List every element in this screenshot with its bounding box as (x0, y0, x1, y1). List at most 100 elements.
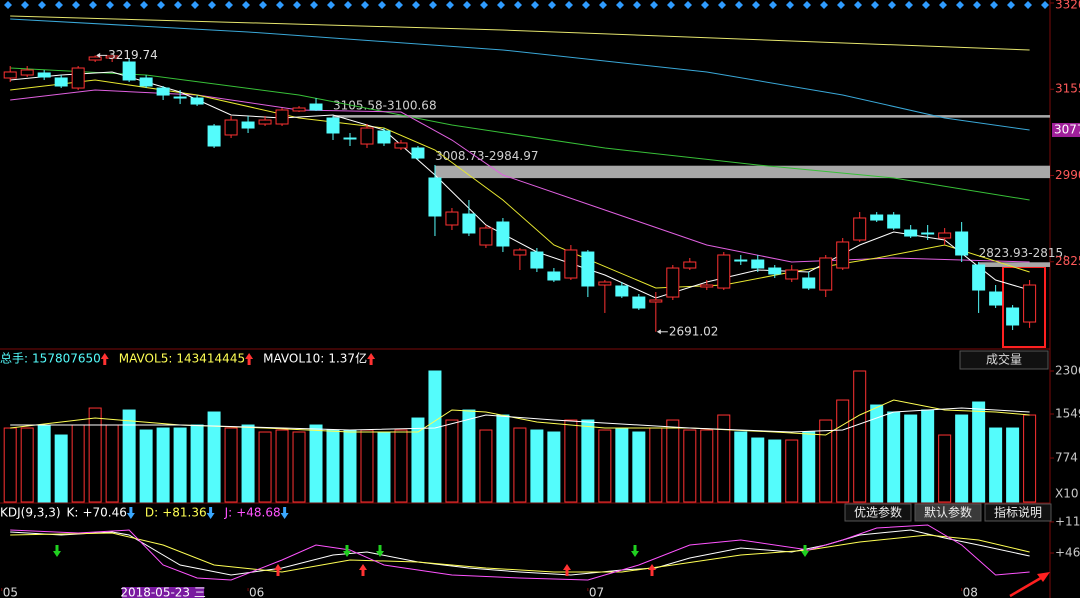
volume-bar (496, 414, 510, 503)
indicator-button[interactable] (914, 503, 982, 522)
volume-bar (904, 414, 918, 503)
top-marker (735, 1, 743, 9)
volume-bar (275, 429, 289, 503)
top-marker (412, 1, 420, 9)
candle-body (785, 269, 799, 280)
top-marker (208, 1, 216, 9)
volume-bar (292, 431, 306, 503)
volume-bar (122, 409, 136, 503)
highlight-box (1002, 266, 1046, 348)
candle-body (275, 109, 289, 125)
volume-bar (751, 437, 765, 503)
legend-value: +81.36 (162, 506, 206, 520)
top-marker (786, 1, 794, 9)
candle-body (683, 261, 697, 269)
volume-bar (564, 419, 578, 503)
candle-body (173, 96, 187, 99)
top-marker (89, 1, 97, 9)
down-arrow (631, 545, 639, 557)
top-marker (361, 1, 369, 9)
volume-bar (513, 427, 527, 503)
legend-label: J: (224, 506, 233, 520)
top-marker (769, 1, 777, 9)
top-marker (259, 1, 267, 9)
gap-label: 3008.73-2984.97 (435, 149, 539, 163)
candle-body (734, 259, 748, 262)
candle-body (428, 177, 442, 217)
candle-body (717, 254, 731, 289)
candle-body (989, 291, 1003, 306)
candle-body (462, 213, 476, 234)
top-marker (990, 1, 998, 9)
indicator-line (10, 524, 1030, 581)
top-marker (548, 1, 556, 9)
x-tick-label: 06 (249, 586, 264, 598)
volume-bar (54, 434, 68, 503)
indicator-line (10, 407, 1030, 433)
volume-bar (938, 434, 952, 503)
cursor-date: 2018-05-23 三 (120, 586, 206, 598)
indicator-line (10, 532, 1030, 573)
volume-bar (445, 419, 459, 503)
candle-body (700, 284, 714, 288)
candle-body (241, 121, 255, 129)
volume-bar (173, 427, 187, 503)
gap-band (434, 165, 1051, 179)
panel-button-label[interactable]: 成交量 (986, 352, 1022, 367)
candle-body (615, 285, 629, 297)
indicator-line (10, 79, 1030, 289)
volume-bar (734, 431, 748, 503)
volume-bar (666, 419, 680, 503)
gap-label: 3105.58-3100.68 (333, 99, 437, 113)
candle-body (870, 214, 884, 221)
candle-body (156, 87, 170, 96)
top-marker (599, 1, 607, 9)
legend-value: +70.46 (82, 506, 126, 520)
legend-value: +48.68 (236, 506, 280, 520)
candle-body (207, 125, 221, 147)
candle-body (836, 241, 850, 269)
top-marker (871, 1, 879, 9)
cursor-date-box (122, 587, 205, 598)
volume-bar (156, 427, 170, 503)
volume-bar (768, 439, 782, 503)
volume-bar (1006, 427, 1020, 503)
candle-body (649, 299, 663, 303)
up-arrow (274, 564, 282, 576)
indicator-button-label[interactable]: 指标说明 (994, 505, 1042, 520)
y-tick-label: 774 (1055, 451, 1078, 465)
top-marker (327, 1, 335, 9)
top-marker (38, 1, 46, 9)
panel-button[interactable] (959, 350, 1049, 370)
y-tick-label: 2825 (1055, 254, 1080, 268)
candle-body (37, 72, 51, 78)
candle-body (921, 232, 935, 235)
volume-bar (887, 411, 901, 503)
indicator-button-label[interactable]: 优选参数 (854, 505, 902, 520)
top-marker (701, 1, 709, 9)
candle-body (394, 142, 408, 149)
indicator-button[interactable] (984, 503, 1052, 522)
up-arrow (563, 564, 571, 576)
volume-bar (71, 424, 85, 503)
top-marker (191, 1, 199, 9)
price-label: 3219.74 (108, 48, 158, 62)
top-marker (4, 1, 12, 9)
candle-body (88, 56, 102, 61)
volume-bar (479, 429, 493, 503)
top-marker (446, 1, 454, 9)
price-label-arrow-head (656, 329, 661, 335)
volume-bar (819, 419, 833, 503)
down-arrow (343, 545, 351, 557)
indicator-button[interactable] (844, 503, 912, 522)
indicator-title: KDJ(9,3,3) (0, 506, 61, 520)
up-arrow (648, 564, 656, 576)
indicator-button-label[interactable]: 默认参数 (924, 505, 972, 520)
candle-body (411, 147, 425, 159)
legend-label: D: (145, 506, 158, 520)
top-marker (242, 1, 250, 9)
top-marker (310, 1, 318, 9)
volume-bar (683, 429, 697, 503)
legend-value: 1.37亿 (328, 351, 367, 366)
